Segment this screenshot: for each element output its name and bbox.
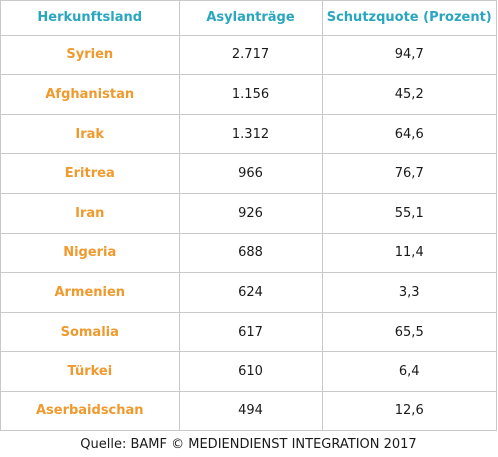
applications-cell: 494 — [179, 391, 323, 430]
protection-rate-cell: 55,1 — [322, 193, 496, 234]
table-row: Irak 1.312 64,6 — [1, 114, 496, 155]
applications-cell: 1.156 — [179, 74, 323, 115]
table-row: Iran 926 55,1 — [1, 193, 496, 234]
protection-rate-cell: 94,7 — [322, 35, 496, 76]
column-header-country: Herkunftsland — [1, 1, 180, 36]
table-row: Aserbaidschan 494 12,6 — [1, 391, 496, 430]
country-cell: Syrien — [1, 35, 180, 76]
protection-rate-cell: 6,4 — [322, 351, 496, 392]
country-cell: Irak — [1, 114, 180, 155]
asylum-table-frame: Herkunftsland Asylanträge Schutzquote (P… — [0, 0, 497, 431]
table-row: Armenien 624 3,3 — [1, 272, 496, 313]
protection-rate-cell: 11,4 — [322, 233, 496, 274]
table-row: Syrien 2.717 94,7 — [1, 35, 496, 76]
table-row: Türkei 610 6,4 — [1, 351, 496, 392]
protection-rate-cell: 12,6 — [394, 403, 424, 419]
protection-rate-cell: 45,2 — [322, 74, 496, 115]
country-cell: Afghanistan — [1, 74, 180, 115]
applications-cell: 1.312 — [179, 114, 323, 155]
table-row: Nigeria 688 11,4 — [1, 233, 496, 274]
applications-cell: 610 — [179, 351, 323, 392]
applications-cell: 688 — [179, 233, 323, 274]
protection-rate-cell: 76,7 — [322, 153, 496, 194]
country-cell: Armenien — [1, 272, 180, 313]
protection-rate-cell: 65,5 — [322, 312, 496, 353]
protection-rate-cell: 3,3 — [322, 272, 496, 313]
table-body: Syrien 2.717 94,7 Afghanistan 1.156 45,2 Irak 1… — [1, 35, 496, 430]
asylum-table: Herkunftsland Asylanträge Schutzquote (P… — [1, 1, 496, 430]
column-header-applications: Asylanträge — [179, 1, 323, 36]
table-row: Eritrea 966 76,7 — [1, 153, 496, 194]
country-cell: Eritrea — [1, 153, 180, 194]
applications-cell: 617 — [179, 312, 323, 353]
table-row: Afghanistan 1.156 45,2 — [1, 74, 496, 115]
table-header-row: Herkunftsland Asylanträge Schutzquote (P… — [1, 1, 496, 36]
applications-cell: 624 — [179, 272, 323, 313]
country-cell: Nigeria — [1, 233, 180, 274]
applications-cell: 2.717 — [179, 35, 323, 76]
applications-cell: 926 — [179, 193, 323, 234]
country-cell: Türkei — [1, 351, 180, 392]
table-row: Somalia 617 65,5 — [1, 312, 496, 353]
country-cell: Iran — [1, 193, 180, 234]
protection-rate-cell: 64,6 — [322, 114, 496, 155]
country-cell: Aserbaidschan — [1, 391, 180, 430]
applications-cell: 966 — [179, 153, 323, 194]
country-cell: Somalia — [1, 312, 180, 353]
column-header-protection-rate: Schutzquote (Prozent) — [322, 1, 496, 36]
source-note: Quelle: BAMF © MEDIENDIENST INTEGRATION … — [80, 437, 417, 452]
